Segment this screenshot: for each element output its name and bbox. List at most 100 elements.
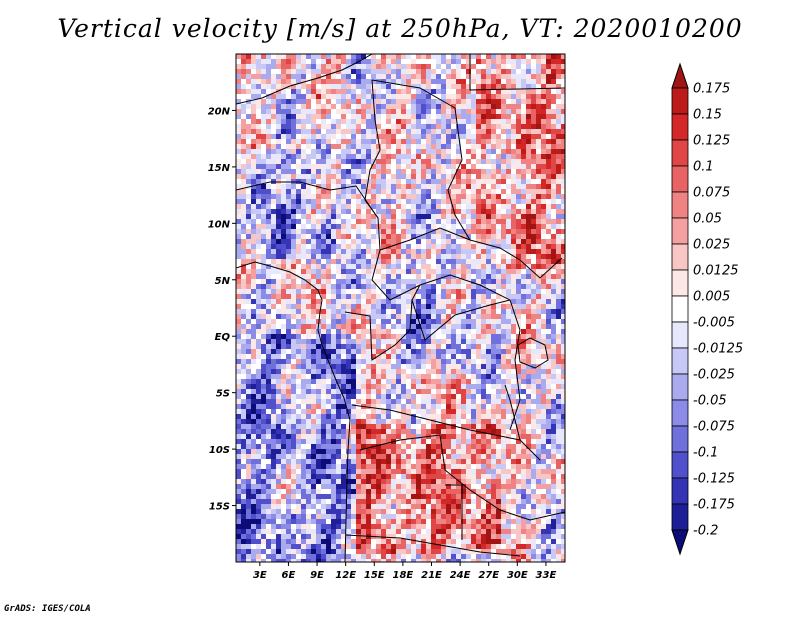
field-cell [421, 359, 427, 365]
field-cell [521, 334, 527, 340]
field-cell [286, 234, 292, 240]
field-cell [351, 234, 357, 240]
field-cell [346, 364, 352, 370]
field-cell [296, 314, 302, 320]
field-cell [301, 69, 307, 75]
field-cell [541, 104, 547, 110]
field-cell [266, 394, 272, 400]
field-cell [351, 299, 357, 305]
field-cell [481, 399, 487, 405]
field-cell [306, 379, 312, 385]
field-cell [561, 404, 565, 410]
field-cell [371, 154, 377, 160]
field-cell [556, 409, 562, 415]
field-cell [371, 319, 377, 325]
field-cell [406, 144, 412, 150]
field-cell [351, 124, 357, 130]
field-cell [341, 404, 347, 410]
field-cell [491, 74, 497, 80]
field-cell [281, 259, 287, 265]
field-cell [336, 284, 342, 290]
field-cell [526, 64, 532, 70]
field-cell [396, 139, 402, 145]
field-cell [471, 309, 477, 315]
field-cell [426, 254, 432, 260]
field-cell [361, 269, 367, 275]
field-cell [536, 354, 542, 360]
field-cell [441, 229, 447, 235]
field-cell [241, 419, 247, 425]
field-cell [381, 129, 387, 135]
field-cell [246, 344, 252, 350]
field-cell [541, 264, 547, 270]
field-cell [406, 419, 412, 425]
field-cell [306, 89, 312, 95]
field-cell [386, 59, 392, 65]
field-cell [346, 344, 352, 350]
field-cell [316, 269, 322, 275]
field-cell [311, 74, 317, 80]
field-cell [391, 364, 397, 370]
field-cell [246, 419, 252, 425]
field-cell [416, 329, 422, 335]
field-cell [546, 394, 552, 400]
field-cell [351, 424, 357, 430]
field-cell [536, 89, 542, 95]
field-cell [556, 154, 562, 160]
field-cell [456, 384, 462, 390]
field-cell [496, 324, 502, 330]
field-cell [256, 234, 262, 240]
field-cell [286, 319, 292, 325]
field-cell [256, 274, 262, 280]
field-cell [246, 59, 252, 65]
field-cell [391, 139, 397, 145]
field-cell [301, 339, 307, 345]
field-cell [561, 249, 565, 255]
field-cell [446, 389, 452, 395]
field-cell [391, 239, 397, 245]
field-cell [266, 369, 272, 375]
field-cell [541, 269, 547, 275]
field-cell [436, 234, 442, 240]
field-cell [491, 104, 497, 110]
field-cell [366, 159, 372, 165]
field-cell [526, 419, 532, 425]
field-cell [276, 359, 282, 365]
field-cell [246, 109, 252, 115]
field-cell [416, 239, 422, 245]
field-cell [461, 344, 467, 350]
field-cell [501, 114, 507, 120]
field-cell [241, 214, 247, 220]
field-cell [386, 254, 392, 260]
field-cell [336, 369, 342, 375]
field-cell [451, 364, 457, 370]
field-cell [561, 194, 565, 200]
field-cell [306, 304, 312, 310]
field-cell [446, 234, 452, 240]
field-cell [266, 59, 272, 65]
field-cell [541, 319, 547, 325]
field-cell [331, 394, 337, 400]
field-cell [341, 164, 347, 170]
field-cell [276, 299, 282, 305]
field-cell [276, 294, 282, 300]
field-cell [336, 249, 342, 255]
field-cell [511, 69, 517, 75]
field-cell [296, 294, 302, 300]
field-cell [341, 334, 347, 340]
field-cell [381, 409, 387, 415]
field-cell [556, 239, 562, 245]
field-cell [531, 349, 537, 355]
field-cell [561, 149, 565, 155]
field-cell [346, 409, 352, 415]
field-cell [301, 354, 307, 360]
field-cell [381, 419, 387, 425]
field-cell [421, 159, 427, 165]
field-cell [271, 289, 277, 295]
field-cell [411, 234, 417, 240]
field-cell [531, 184, 537, 190]
field-cell [296, 74, 302, 80]
field-cell [401, 149, 407, 155]
field-cell [541, 109, 547, 115]
field-cell [471, 144, 477, 150]
